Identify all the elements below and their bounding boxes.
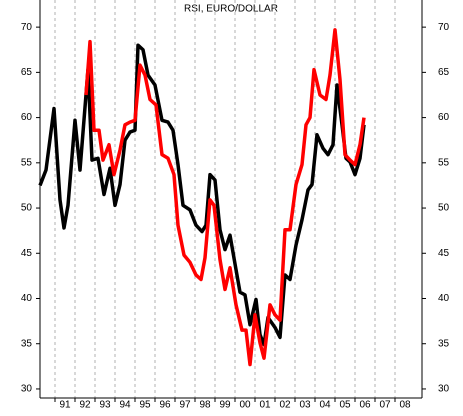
x-tick-label: 93 [99,400,111,411]
x-tick-label: 05 [339,400,351,411]
x-tick-label: 98 [199,400,211,411]
y-tick-label: 50 [21,203,33,214]
x-tick-label: 96 [159,400,171,411]
y-tick-label: 40 [21,293,33,304]
y-tick-label: 35 [21,338,33,349]
x-tick-label: 04 [319,400,331,411]
x-tick-label: 07 [379,400,391,411]
y-tick-label-right: 70 [438,22,450,33]
x-tick-label: 94 [119,400,131,411]
y-tick-label: 55 [21,157,33,168]
y-tick-label-right: 65 [438,67,450,78]
x-tick-label: 92 [79,400,91,411]
y-tick-label: 45 [21,248,33,259]
y-tick-label: 70 [21,22,33,33]
y-tick-label: 30 [21,384,33,395]
x-tick-label: 03 [299,400,311,411]
series-line [84,28,366,367]
x-tick-label: 02 [279,400,291,411]
y-tick-label-right: 40 [438,293,450,304]
x-tick-label: 08 [399,400,411,411]
y-tick-label: 65 [21,67,33,78]
y-tick-label-right: 30 [438,384,450,395]
x-tick-label: 95 [139,400,151,411]
x-tick-label: 00 [239,400,251,411]
x-tick-label: 91 [59,400,71,411]
x-tick-label: 06 [359,400,371,411]
series-line [38,43,366,347]
y-tick-label-right: 45 [438,248,450,259]
x-tick-label: 01 [259,400,271,411]
y-tick-label-right: 35 [438,338,450,349]
chart-title: RSI, EURO/DOLLAR [184,4,278,15]
y-tick-label-right: 50 [438,203,450,214]
y-tick-label-right: 60 [438,112,450,123]
x-tick-label: 99 [219,400,231,411]
x-tick-label: 97 [179,400,191,411]
y-tick-label-right: 55 [438,157,450,168]
y-tick-label: 60 [21,112,33,123]
